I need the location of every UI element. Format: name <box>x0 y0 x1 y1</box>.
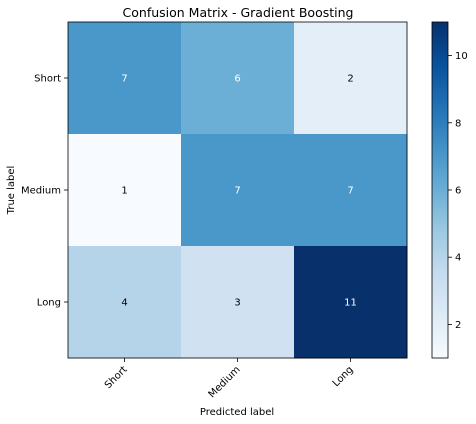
cell-value-label: 4 <box>121 298 127 309</box>
y-axis: Short Medium Long <box>21 74 68 309</box>
y-tick-label: Medium <box>21 186 61 197</box>
cell-value-label: 1 <box>121 186 127 197</box>
x-axis: Short Medium Long <box>103 358 356 400</box>
cell-value-label: 7 <box>347 186 353 197</box>
cell-value-label: 3 <box>234 298 240 309</box>
cell-value-label: 6 <box>234 74 240 85</box>
cell-value-label: 11 <box>344 298 357 309</box>
colorbar-tick-label: 4 <box>455 253 461 264</box>
cell-value-label: 7 <box>121 74 127 85</box>
x-tick-label: Short <box>103 364 130 391</box>
colorbar-tick-label: 2 <box>455 320 461 331</box>
colorbar <box>432 22 448 358</box>
x-tick-label: Long <box>331 364 356 389</box>
y-tick-label: Short <box>34 74 61 85</box>
cell-value-label: 2 <box>347 74 353 85</box>
x-tick-label: Medium <box>207 364 243 400</box>
y-tick-label: Long <box>37 298 61 309</box>
colorbar-tick-label: 10 <box>455 51 468 62</box>
heatmap-cells: 7 6 2 1 7 7 4 3 11 <box>68 22 408 359</box>
x-axis-label: Predicted label <box>200 407 274 418</box>
colorbar-ticks: 2 4 6 8 10 <box>448 51 468 331</box>
cell-value-label: 7 <box>234 186 240 197</box>
chart-title: Confusion Matrix - Gradient Boosting <box>123 5 354 20</box>
colorbar-tick-label: 8 <box>455 118 461 129</box>
y-axis-label: True label <box>6 166 17 216</box>
colorbar-tick-label: 6 <box>455 186 461 197</box>
